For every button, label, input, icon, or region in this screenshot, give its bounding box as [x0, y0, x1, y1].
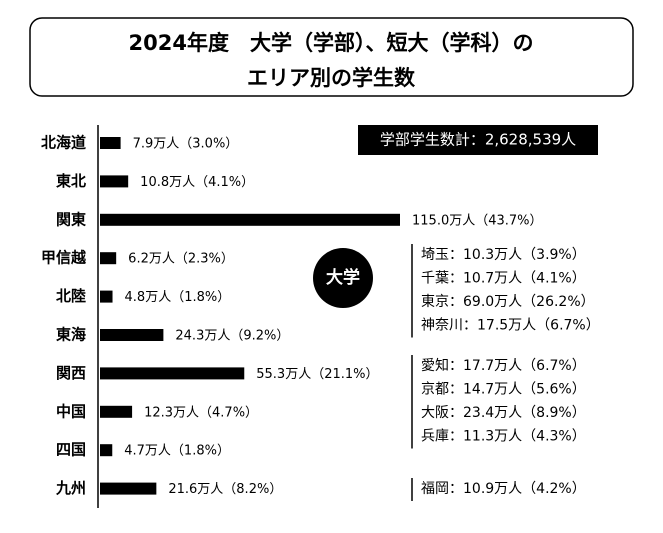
prefecture-label: 大阪：23.4万人（8.9%） [421, 405, 586, 421]
total-box [358, 125, 598, 155]
category-label: 北陸 [56, 287, 86, 305]
title-box [29, 17, 634, 97]
total-label: 学部学生数計：2,628,539人 [380, 131, 576, 149]
value-label: 55.3万人（21.1%） [256, 367, 378, 382]
category-label: 北海道 [41, 134, 86, 152]
value-label: 10.8万人（4.1%） [140, 175, 254, 190]
bar [100, 482, 157, 495]
category-label: 四国 [56, 441, 86, 459]
value-label: 4.7万人（1.8%） [124, 444, 230, 459]
value-label: 12.3万人（4.7%） [144, 405, 258, 420]
bar [100, 329, 164, 341]
value-label: 115.0万人（43.7%） [412, 213, 543, 228]
value-label: 6.2万人（2.3%） [128, 252, 234, 267]
badge-circle [313, 248, 373, 308]
category-label: 東北 [56, 172, 86, 190]
bar [100, 367, 245, 380]
prefecture-label: 福岡：10.9万人（4.2%） [421, 481, 586, 497]
prefecture-label: 神奈川：17.5万人（6.7%） [421, 318, 600, 334]
prefecture-label: 千葉：10.7万人（4.1%） [421, 271, 586, 287]
value-label: 21.6万人（8.2%） [168, 482, 282, 497]
bar [100, 137, 121, 149]
bar [100, 252, 117, 265]
prefecture-label: 愛知：17.7万人（6.7%） [421, 357, 586, 374]
category-label: 東海 [56, 326, 86, 344]
prefecture-label: 京都：14.7万人（5.6%） [421, 382, 586, 398]
chart-title: 2024年度 大学（学部）、短大（学科）の [129, 31, 534, 55]
prefecture-label: 埼玉：10.3万人（3.9%） [421, 247, 586, 263]
bar [100, 444, 113, 457]
value-label: 7.9万人（3.0%） [133, 137, 239, 152]
badge-label: 大学 [326, 267, 360, 288]
bar [100, 290, 113, 303]
category-label: 中国 [56, 402, 86, 420]
value-label: 24.3万人（9.2%） [175, 329, 289, 344]
prefecture-label: 東京：69.0万人（26.2%） [421, 294, 595, 310]
value-label: 4.8万人（1.8%） [125, 290, 231, 305]
category-label: 関西 [56, 364, 86, 382]
category-label: 関東 [56, 210, 86, 228]
category-label: 九州 [55, 479, 86, 497]
chart-title: エリア別の学生数 [247, 66, 416, 90]
bar [100, 175, 129, 188]
bar [100, 213, 400, 226]
prefecture-label: 兵庫：11.3万人（4.3%） [421, 428, 586, 445]
bar [100, 405, 133, 418]
category-label: 甲信越 [41, 249, 87, 267]
